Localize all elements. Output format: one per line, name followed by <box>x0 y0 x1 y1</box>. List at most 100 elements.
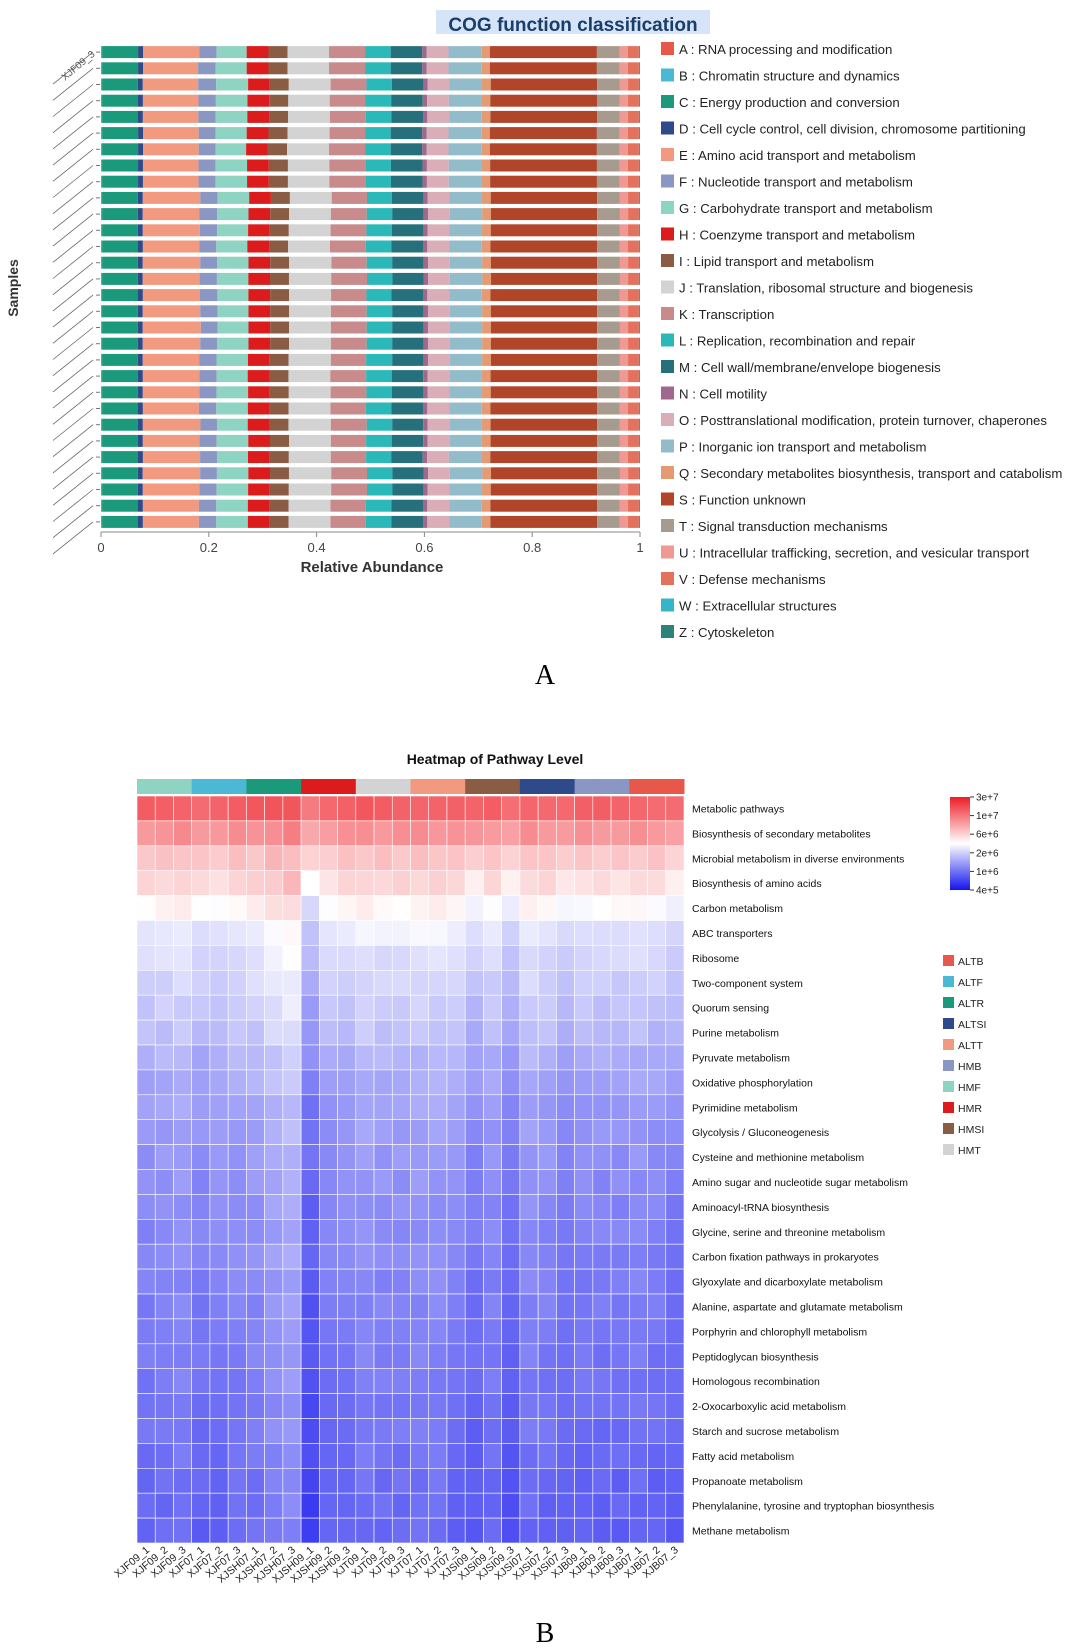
cog-bar-xjb07-3-z <box>639 483 640 496</box>
cog-bar-xjt07-1-p <box>449 321 483 334</box>
cog-y-tick-label-xjt07-1 <box>52 327 94 360</box>
heatmap-cell-metabolic-pathways-xjb07-1 <box>628 795 648 822</box>
cog-bar-xjb07-1-z <box>639 515 640 528</box>
heatmap-cell-quorum-sensing-xjsi09-1 <box>464 994 484 1021</box>
heatmap-cell-carbon-fixation-pathways-in-prokaryotes-xjsi07-3 <box>556 1243 575 1270</box>
heatmap-cell-pyrimidine-metabolism-xjsi07-3 <box>556 1094 575 1121</box>
cog-bar-xjsi09-1-a <box>101 370 102 383</box>
heatmap-cell-oxidative-phosphorylation-xjsh09-3 <box>337 1069 357 1096</box>
heatmap-cell-microbial-metabolism-in-diverse-environments-xjb07-3 <box>665 845 685 871</box>
cog-bar-xjsi07-3-c <box>102 386 138 399</box>
heatmap-cell-pyrimidine-metabolism-xjsi07-1 <box>519 1094 539 1121</box>
heatmap-cell-abc-transporters-xjb07-2 <box>647 920 667 946</box>
cog-bar-xjsi09-1-t <box>597 370 620 383</box>
heatmap-cell-propanoate-metabolism-xjt09-1 <box>355 1468 375 1494</box>
heatmap-cell-purine-metabolism-xjt07-3 <box>446 1019 466 1046</box>
heatmap-cell-glyoxylate-and-dicarboxylate-metabolism-xjsh07-3 <box>282 1268 302 1295</box>
heatmap-cell-microbial-metabolism-in-diverse-environments-xjb09-3 <box>610 845 630 871</box>
heatmap-cell-starch-and-sucrose-metabolism-xjf07-2 <box>209 1418 229 1444</box>
cog-legend-swatch-s <box>661 492 674 506</box>
cog-bar-xjt07-2-b <box>101 305 103 318</box>
heatmap-row-label: Microbial metabolism in diverse environm… <box>692 853 904 865</box>
heatmap-cell-alanine-aspartate-and-glutamate-metabolism-xjf07-2 <box>209 1293 229 1320</box>
cog-bar-xjb07-1-f <box>198 515 217 528</box>
cog-bar-xjsi07-3-h <box>248 386 270 399</box>
heatmap-cell-pyrimidine-metabolism-xjb09-3 <box>610 1094 630 1121</box>
heatmap-group-cell-altb <box>665 779 685 794</box>
cog-bar-xjsh07-2-q <box>481 159 491 172</box>
cog-bar-xjb07-1-e <box>142 515 199 528</box>
cog-bar-xjsi07-1-v <box>628 418 639 431</box>
heatmap-cell-ribosome-xjb07-1 <box>628 945 648 971</box>
heatmap-cell-methane-metabolism-xjf09-1 <box>136 1517 156 1544</box>
heatmap-cell-phenylalanine-tyrosine-and-tryptophan-biosynthesis-xjf07-1 <box>191 1492 211 1519</box>
cog-x-tick-label: 0.8 <box>523 540 541 555</box>
cog-y-tick-label-xjb07-2 <box>52 505 94 539</box>
cog-bar-xjsh09-1-d <box>137 224 143 237</box>
cog-bar-xjt07-2-u <box>619 305 629 318</box>
cog-bar-xjb07-3-q <box>482 483 491 496</box>
heatmap-cell-glycine-serine-and-threonine-metabolism-xjf07-2 <box>209 1219 229 1245</box>
heatmap-title: Heatmap of Pathway Level <box>407 751 584 767</box>
heatmap-cell-glycolysis-gluconeogenesis-xjf09-2 <box>154 1119 174 1145</box>
cog-bar-xjf07-1-w <box>638 127 640 140</box>
heatmap-row-label: Carbon metabolism <box>692 903 783 915</box>
heatmap-cell-homologous-recombination-xjsh09-3 <box>337 1368 357 1394</box>
heatmap-cell-abc-transporters-xjsh07-1 <box>246 920 265 946</box>
heatmap-cell-cysteine-and-methionine-metabolism-xjb09-3 <box>610 1144 630 1170</box>
heatmap-cell-phenylalanine-tyrosine-and-tryptophan-biosynthesis-xjt09-1 <box>355 1492 375 1519</box>
cog-bar-xjf09-3-j <box>287 46 330 59</box>
heatmap-cell-amino-sugar-and-nucleotide-sugar-metabolism-xjf09-1 <box>136 1169 156 1195</box>
cog-bar-xjf09-2-i <box>268 62 288 75</box>
cog-bar-xjsh07-2-o <box>426 159 449 172</box>
heatmap-cell-cysteine-and-methionine-metabolism-xjsh09-1 <box>300 1144 320 1170</box>
cog-bar-xjf09-1-d <box>137 78 143 91</box>
heatmap-cell-pyruvate-metabolism-xjb09-1 <box>574 1044 594 1071</box>
cog-bar-xjt09-2-t <box>597 256 620 269</box>
cog-bar-xjf09-2-c <box>102 62 139 75</box>
cog-legend-label-i: I : Lipid transport and metabolism <box>679 254 874 269</box>
heatmap-cell-ribosome-xjb07-3 <box>665 945 685 971</box>
heatmap-cell-glyoxylate-and-dicarboxylate-metabolism-xjt07-1 <box>410 1268 430 1295</box>
heatmap-cell-carbon-metabolism-xjb09-1 <box>574 895 594 921</box>
heatmap-cell-two-component-system-xjsi07-2 <box>537 969 557 996</box>
cog-bar-xjb09-2-p <box>448 451 482 464</box>
cog-bar-xjt07-2-l <box>366 305 393 318</box>
heatmap-cell-biosynthesis-of-secondary-metabolites-xjsh09-1 <box>300 820 320 847</box>
cog-bar-xjt07-3-b <box>101 289 103 302</box>
heatmap-cell-homologous-recombination-xjb09-1 <box>574 1368 594 1394</box>
heatmap-cell-microbial-metabolism-in-diverse-environments-xjsh07-3 <box>282 845 302 871</box>
heatmap-cell-quorum-sensing-xjt09-1 <box>355 994 375 1021</box>
heatmap-group-cell-hmsi <box>465 779 484 794</box>
cog-bar-xjb07-2-a <box>101 499 102 512</box>
heatmap-cell-two-component-system-xjsh07-1 <box>246 969 265 996</box>
heatmap-cell-starch-and-sucrose-metabolism-xjf07-1 <box>191 1418 211 1444</box>
cog-bar-xjsh09-2-n <box>423 208 428 221</box>
cog-bar-xjb09-1-b <box>101 467 103 480</box>
cog-bar-xjsh09-1-a <box>101 224 102 237</box>
heatmap-cell-abc-transporters-xjf07-2 <box>209 920 229 946</box>
heatmap-row-label: Metabolic pathways <box>692 803 784 815</box>
heatmap-cell-quorum-sensing-xjsh07-1 <box>246 994 265 1021</box>
cog-bar-xjsh07-2-z <box>639 159 640 172</box>
heatmap-cell-two-component-system-xjsh09-3 <box>337 969 357 996</box>
heatmap-cell-glycine-serine-and-threonine-metabolism-xjf09-2 <box>154 1219 174 1245</box>
heatmap-cell-2-oxocarboxylic-acid-metabolism-xjf09-1 <box>136 1393 156 1419</box>
heatmap-cell-peptidoglycan-biosynthesis-xjt09-2 <box>373 1343 393 1370</box>
cog-bar-xjsi07-2-d <box>137 402 143 415</box>
heatmap-cell-biosynthesis-of-amino-acids-xjf09-3 <box>173 870 193 896</box>
cog-bar-xjf09-1-z <box>639 78 640 91</box>
cog-bar-xjb07-3-t <box>597 483 620 496</box>
cog-bar-xjf09-3-w <box>638 46 640 59</box>
heatmap-group-legend-swatch-hmb <box>943 1060 954 1071</box>
heatmap-cell-microbial-metabolism-in-diverse-environments-xjt07-3 <box>446 845 466 871</box>
heatmap-cell-phenylalanine-tyrosine-and-tryptophan-biosynthesis-xjb07-1 <box>628 1492 648 1519</box>
cog-bar-xjsi09-3-s <box>490 337 598 350</box>
heatmap-cell-glycolysis-gluconeogenesis-xjsi07-1 <box>519 1119 539 1145</box>
heatmap-cell-carbon-fixation-pathways-in-prokaryotes-xjf09-2 <box>154 1243 174 1270</box>
heatmap-cell-homologous-recombination-xjf07-2 <box>209 1368 229 1394</box>
heatmap-cell-glycine-serine-and-threonine-metabolism-xjsh07-1 <box>246 1219 265 1245</box>
cog-bar-xjt09-1-h <box>248 272 271 285</box>
cog-bar-xjf07-2-v <box>628 110 639 123</box>
